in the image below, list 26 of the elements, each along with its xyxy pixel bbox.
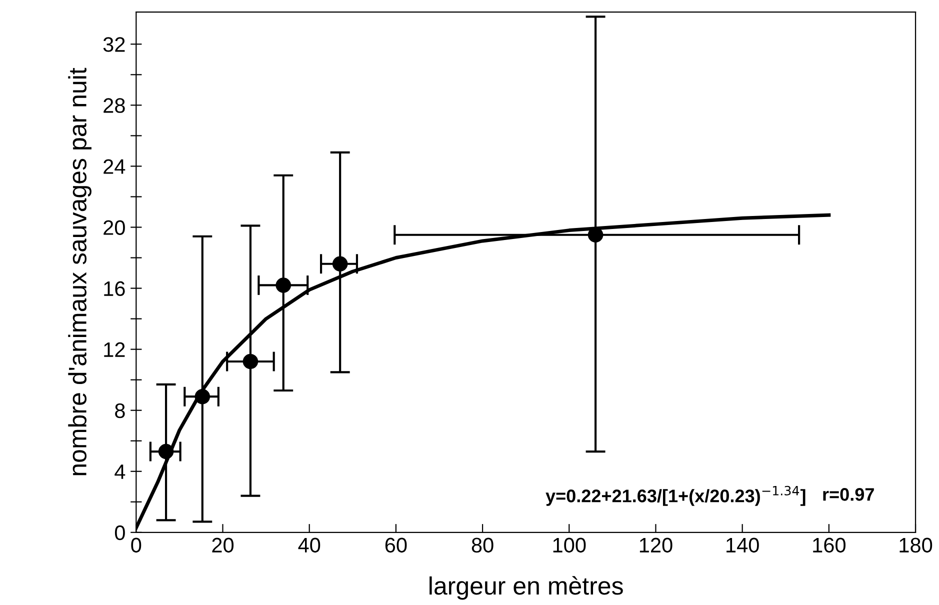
y-tick-label: 12 xyxy=(104,342,125,357)
x-tick-label: 20 xyxy=(212,538,234,553)
point xyxy=(276,278,292,293)
x-tick-label: 160 xyxy=(813,538,846,553)
x-tick-label: 120 xyxy=(640,538,672,553)
y-tick-label: 20 xyxy=(104,220,125,235)
y-axis-title: nombre d'animaux sauvages par nuit xyxy=(68,68,92,476)
y-tick-label: 8 xyxy=(115,403,125,418)
x-tick-label: 0 xyxy=(131,538,142,553)
y-tick-label: 4 xyxy=(114,464,126,479)
x-tick-label: 60 xyxy=(385,538,407,553)
y-tick-label: 0 xyxy=(114,525,125,540)
x-axis-title: largeur en mètres xyxy=(430,576,623,600)
x-tick-label: 140 xyxy=(726,538,759,553)
y-tick-label: 28 xyxy=(104,98,125,113)
y-tick-label: 16 xyxy=(104,281,125,296)
point xyxy=(332,256,348,272)
point xyxy=(242,354,258,370)
x-tick-label: 40 xyxy=(298,538,320,553)
x-tick-label: 80 xyxy=(472,538,494,553)
x-tick-label: 180 xyxy=(900,538,932,553)
annotation: y=0.22+21.63/[1+(x/20.23)$^{−1.34}$] xyxy=(546,486,806,506)
annotation: r=0.97 xyxy=(823,488,874,501)
y-tick-label: 24 xyxy=(104,159,126,174)
x-tick-label: 100 xyxy=(553,538,586,553)
y-tick-label: 32 xyxy=(103,37,125,52)
